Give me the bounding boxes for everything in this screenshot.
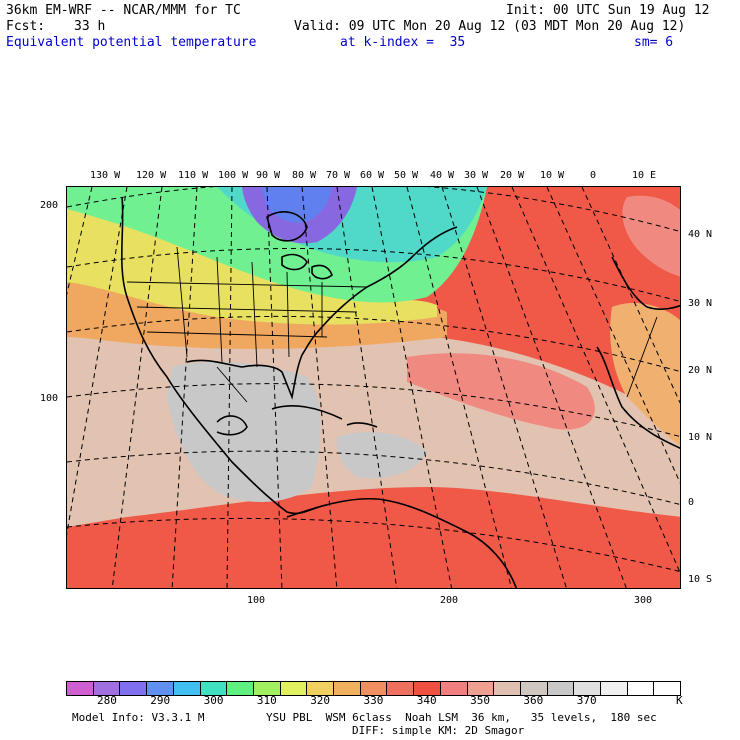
longitude-label: 40 W — [430, 170, 455, 181]
theta-e-map — [66, 186, 681, 589]
colorbar-segment — [227, 682, 254, 695]
colorbar-segment — [654, 682, 681, 695]
colorbar-label: 320 — [310, 694, 331, 707]
grid-y-label: 100 — [40, 393, 59, 404]
longitude-label: 100 W — [218, 170, 249, 181]
latitude-label: 20 N — [688, 365, 713, 376]
colorbar-segment — [147, 682, 174, 695]
colorbar-segment — [67, 682, 94, 695]
field-pink-patch — [407, 353, 595, 430]
field-pink-europe — [622, 195, 680, 277]
colorbar-segment — [547, 682, 575, 695]
colorbar-label: 370 — [576, 694, 597, 707]
longitude-label: 60 W — [360, 170, 385, 181]
colorbar-segment — [360, 682, 388, 695]
longitude-label: 30 W — [464, 170, 489, 181]
political-borders — [126, 246, 658, 403]
forecast-label: Fcst: — [6, 19, 46, 34]
longitude-label: 10 E — [632, 170, 657, 181]
field-orange-africa — [610, 303, 680, 446]
colorbar-segment — [574, 682, 602, 695]
valid-time: Valid: 09 UTC Mon 20 Aug 12 (03 MDT Mon … — [294, 19, 686, 34]
field-name: Equivalent potential temperature — [6, 35, 257, 50]
model-info: Model Info: V3.3.1 M — [72, 711, 205, 724]
diffusion-info: DIFF: simple KM: 2D Smagor — [352, 724, 525, 737]
longitude-label: 120 W — [136, 170, 167, 181]
colorbar-label: 330 — [363, 694, 384, 707]
colorbar-label: 310 — [256, 694, 277, 707]
level-info: at k-index = 35 — [340, 35, 466, 50]
coastlines — [120, 196, 680, 588]
init-time: Init: 00 UTC Sun 19 Aug 12 — [506, 3, 710, 18]
latitude-label: 10 N — [688, 432, 713, 443]
forecast-hour: 33 h — [74, 19, 106, 34]
longitude-label: 130 W — [90, 170, 121, 181]
colorbar-segment — [200, 682, 228, 695]
colorbar — [66, 681, 681, 696]
longitude-label: 50 W — [394, 170, 419, 181]
colorbar-segment — [440, 682, 468, 695]
longitude-label: 20 W — [500, 170, 525, 181]
colorbar-label: 290 — [150, 694, 171, 707]
latitude-label: 0 — [688, 497, 695, 508]
colorbar-segment — [173, 682, 201, 695]
colorbar-segment — [387, 682, 415, 695]
colorbar-segment — [93, 682, 121, 695]
map-canvas — [67, 187, 680, 588]
colorbar-segment — [414, 682, 441, 695]
model-title: 36km EM-WRF -- NCAR/MMM for TC — [6, 3, 241, 18]
colorbar-segment — [467, 682, 495, 695]
longitude-label: 0 — [590, 170, 597, 181]
field-gray-caribbean — [167, 361, 321, 503]
colorbar-segment — [494, 682, 521, 695]
longitude-label: 70 W — [326, 170, 351, 181]
smoothing-info: sm= 6 — [634, 35, 674, 50]
latitude-label: 30 N — [688, 298, 713, 309]
colorbar-segment — [601, 682, 628, 695]
colorbar-segment — [520, 682, 548, 695]
latitude-label: 10 S — [688, 574, 713, 585]
longitude-label: 90 W — [256, 170, 281, 181]
field-gray-atlantic — [336, 432, 427, 479]
latitude-lines — [67, 187, 680, 573]
physics-info: YSU PBL WSM 6class Noah LSM 36 km, 35 le… — [266, 711, 657, 724]
longitude-label: 10 W — [540, 170, 565, 181]
latitude-label: 40 N — [688, 229, 713, 240]
colorbar-segment — [307, 682, 335, 695]
colorbar-label: 300 — [203, 694, 224, 707]
colorbar-label: 360 — [523, 694, 544, 707]
colorbar-segment — [627, 682, 655, 695]
longitude-label: 110 W — [178, 170, 209, 181]
colorbar-segment — [280, 682, 308, 695]
grid-y-label: 200 — [40, 200, 59, 211]
colorbar-unit: K — [676, 694, 683, 707]
field-cold-inner — [262, 187, 332, 223]
colorbar-label: 350 — [470, 694, 490, 707]
colorbar-segment — [120, 682, 148, 695]
colorbar-segment — [334, 682, 361, 695]
longitude-lines — [67, 187, 680, 588]
colorbar-segment — [253, 682, 281, 695]
colorbar-label: 280 — [96, 694, 117, 707]
grid-x-label: 300 — [634, 595, 653, 606]
colorbar-label: 340 — [416, 694, 437, 707]
grid-x-label: 100 — [247, 595, 266, 606]
longitude-label: 80 W — [292, 170, 317, 181]
grid-x-label: 200 — [440, 595, 459, 606]
